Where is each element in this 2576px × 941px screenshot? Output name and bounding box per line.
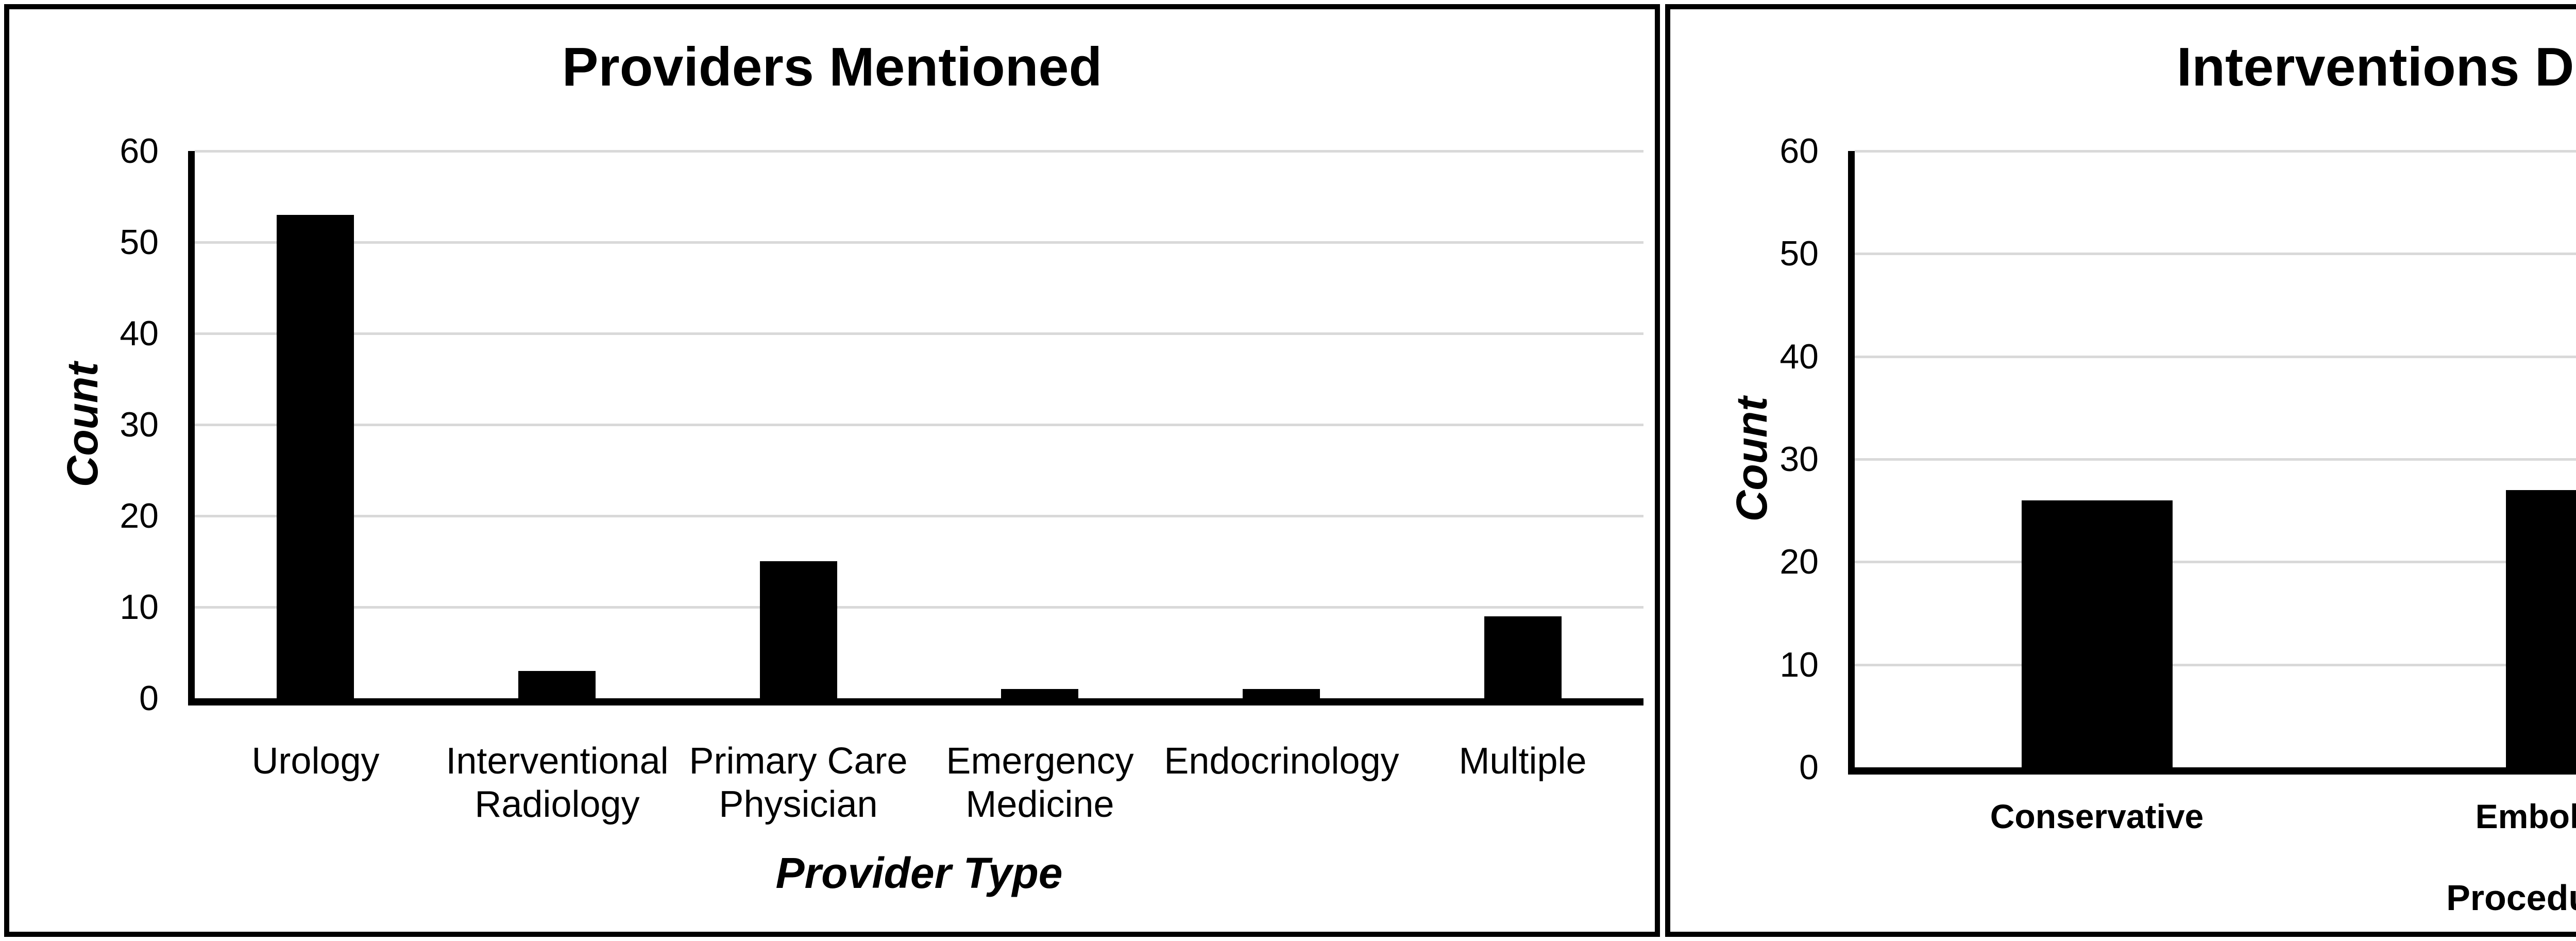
y-tick-30: 30 bbox=[1780, 440, 1819, 479]
y-axis-line bbox=[188, 151, 195, 705]
y-tick-40: 40 bbox=[1780, 337, 1819, 376]
y-tick-10: 10 bbox=[1780, 645, 1819, 684]
panel-providers-mentioned: Providers Mentioned Count 0 10 20 30 40 50 60 … bbox=[4, 4, 1660, 937]
category-label-interventional-radiology: Interventional Radiology bbox=[446, 741, 669, 825]
y-tick-20: 20 bbox=[1780, 542, 1819, 581]
gridline-60 bbox=[1855, 150, 2576, 153]
category-label-endocrinology: Endocrinology bbox=[1164, 741, 1399, 782]
gridline-10 bbox=[1855, 664, 2576, 666]
gridline-50 bbox=[1855, 253, 2576, 255]
gridline-20 bbox=[195, 515, 1643, 517]
bar-primary-care-physician bbox=[760, 561, 837, 698]
y-tick-0: 0 bbox=[1799, 748, 1819, 787]
bar-interventional-radiology bbox=[518, 671, 596, 698]
y-tick-20: 20 bbox=[120, 496, 159, 535]
x-axis-title: Procedure Type bbox=[2446, 878, 2576, 918]
panel-interventions-discussed: Interventions Discussed Count 0102030405… bbox=[1665, 4, 2576, 937]
gridline-30 bbox=[195, 424, 1643, 426]
gridline-20 bbox=[1855, 561, 2576, 563]
gridline-40 bbox=[1855, 356, 2576, 358]
y-tick-10: 10 bbox=[120, 587, 159, 627]
y-tick-60: 60 bbox=[120, 131, 159, 171]
bar-emergency-medicine bbox=[1001, 689, 1078, 698]
bar-multiple bbox=[1484, 616, 1562, 698]
y-axis-line bbox=[1848, 151, 1855, 775]
bar-endocrinology bbox=[1243, 689, 1320, 698]
x-axis-line bbox=[188, 698, 1643, 705]
chart-title: Providers Mentioned bbox=[562, 37, 1103, 97]
bar-conservative bbox=[2022, 500, 2173, 767]
gridline-40 bbox=[195, 332, 1643, 335]
category-label-embolization: Embolization bbox=[2475, 797, 2576, 835]
y-tick-40: 40 bbox=[120, 314, 159, 353]
y-tick-30: 30 bbox=[120, 405, 159, 444]
x-axis-line bbox=[1848, 767, 2576, 775]
plot-area: 0 10 20 30 40 50 60 Urology Interventional Radi… bbox=[120, 133, 1643, 825]
gridline-30 bbox=[1855, 458, 2576, 461]
y-tick-50: 50 bbox=[1780, 234, 1819, 273]
gridline-60 bbox=[195, 150, 1643, 153]
category-label-conservative: Conservative bbox=[1990, 797, 2204, 835]
y-tick-0: 0 bbox=[139, 679, 159, 718]
category-label-multiple: Multiple bbox=[1459, 741, 1587, 782]
chart-title: Interventions Discussed bbox=[2176, 37, 2576, 97]
bar-urology bbox=[277, 215, 354, 698]
gridline-50 bbox=[195, 241, 1643, 244]
gridline-10 bbox=[195, 606, 1643, 609]
bar-embolization bbox=[2506, 490, 2576, 767]
y-tick-60: 60 bbox=[1780, 131, 1819, 171]
y-tick-50: 50 bbox=[120, 223, 159, 262]
category-label-emergency-medicine: Emergency Medicine bbox=[946, 741, 1134, 825]
x-axis-title: Provider Type bbox=[775, 849, 1063, 897]
category-label-primary-care-physician: Primary Care Physician bbox=[689, 741, 908, 825]
category-label-urology: Urology bbox=[251, 741, 380, 782]
